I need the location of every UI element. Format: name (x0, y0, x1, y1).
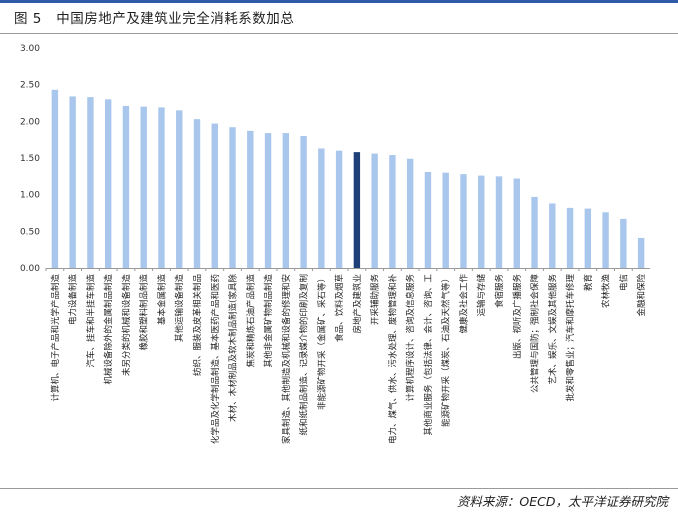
bottom-divider (0, 488, 678, 489)
x-category-label: 能源矿物开采（煤炭、石油及天然气等） (441, 274, 452, 427)
bar-series (45, 89, 645, 271)
x-category-label: 未另分类的机械和设备制造 (121, 274, 132, 377)
bar (584, 208, 592, 268)
bar (318, 148, 325, 268)
x-category-label: 电力设备制造 (68, 274, 79, 326)
bar (602, 212, 609, 268)
bar (495, 176, 503, 268)
bar (620, 218, 627, 268)
bar (531, 196, 538, 268)
y-tick-label: 1.00 (20, 191, 40, 201)
x-category-label: 运输与存储 (476, 274, 487, 317)
bar (211, 123, 218, 268)
x-category-label: 电力、煤气、供水、污水处理、废物管理和补 (387, 274, 398, 445)
bar-chart: 0.00 0.50 1.00 1.50 2.00 2.50 3.00 计算机、电子产品和光学… (20, 44, 650, 445)
bar (87, 97, 94, 268)
bar (300, 136, 307, 268)
bar (122, 105, 130, 269)
bar (637, 237, 645, 268)
figure-label: 图 5 (14, 11, 42, 27)
bar (460, 174, 467, 268)
bar (104, 99, 112, 268)
top-rule (0, 0, 678, 3)
title-divider (0, 33, 678, 34)
x-category-label: 木材、木材制品及软木制品制造(家具除 (228, 274, 239, 422)
x-category-label: 机械设备除外的金属制品制造 (103, 274, 114, 385)
bar (549, 203, 556, 268)
bar (264, 133, 272, 268)
x-category-label: 房地产及建筑业 (352, 274, 363, 334)
x-category-label: 出版、视听及广播服务 (512, 274, 523, 360)
bar (566, 207, 574, 268)
x-axis-labels: 计算机、电子产品和光学产品制造 电力设备制造 汽车、挂车和半挂车制造 机械设备除外的金… (50, 274, 647, 445)
x-category-label: 开采辅助服务 (370, 274, 381, 326)
x-category-label: 健康及社会工作 (458, 274, 469, 334)
x-category-label: 化学品及化学制品制造、基本医药产品和医药 (210, 274, 221, 444)
bar (69, 96, 76, 269)
source-note: 资料来源：OECD，太平洋证券研究院 (456, 494, 668, 509)
x-category-label: 其他非金属矿物制品制造 (263, 274, 274, 368)
x-category-label: 计算机、电子产品和光学产品制造 (50, 274, 61, 402)
y-tick-label: 2.50 (20, 81, 40, 91)
x-category-label: 焦炭和精炼石油产品制造 (245, 274, 256, 368)
figure-title: 图 5 中国房地产及建筑业完全消耗系数加总 (14, 7, 294, 27)
y-tick-label: 0.00 (20, 264, 40, 274)
x-category-label: 食宿服务 (494, 274, 505, 309)
bar (406, 158, 414, 268)
y-tick-label: 2.00 (20, 117, 40, 127)
bar (424, 171, 432, 268)
x-category-label: 汽车、挂车和半挂车制造 (85, 274, 96, 368)
x-category-label: 家具制造、其他制造及机械和设备的修理和安 (281, 274, 292, 444)
bar (335, 150, 343, 268)
x-category-label: 纸和纸制品制造、记录媒介物的印刷及复制 (299, 274, 310, 436)
bar (282, 133, 290, 268)
figure-title-text: 中国房地产及建筑业完全消耗系数加总 (56, 11, 295, 27)
y-tick-label: 3.00 (20, 44, 40, 54)
x-category-label: 金融和保险 (636, 274, 647, 317)
bar (389, 155, 396, 268)
bar (51, 89, 59, 268)
x-category-label: 其他运输设备制造 (174, 274, 185, 343)
x-category-label: 批发和零售业；汽车和摩托车修理 (565, 274, 576, 402)
x-category-label: 公共管理与国防；强制社会保障 (530, 274, 541, 394)
x-category-label: 教育 (583, 274, 594, 291)
y-tick-label: 0.50 (20, 227, 40, 237)
x-category-label: 电信 (618, 274, 629, 292)
x-category-label: 纺织、服装及皮革相关制品 (192, 274, 203, 376)
x-category-label: 非能源矿物开采（金属矿、采石等） (316, 274, 327, 410)
bar (229, 127, 236, 268)
bar (442, 172, 449, 268)
x-category-label: 计算机程序设计、咨询及信息服务 (405, 274, 416, 402)
bar (247, 130, 254, 268)
x-category-label: 基本金属制造 (156, 274, 167, 326)
x-category-label: 农林牧渔 (601, 274, 612, 309)
x-category-label: 其他商业服务（包括法律、会计、咨询、工 (423, 274, 434, 436)
bar (176, 110, 183, 268)
x-category-label: 艺术、娱乐、文娱及其他服务 (547, 274, 558, 385)
bar (478, 175, 485, 268)
y-tick-label: 1.50 (20, 154, 40, 164)
bar (158, 107, 165, 269)
bar-highlight (353, 152, 361, 268)
bar (193, 119, 201, 268)
x-category-label: 食品、饮料及烟草 (334, 274, 345, 343)
bar (371, 153, 378, 268)
x-category-label: 橡胶和塑料制品制造 (139, 274, 150, 351)
bar (140, 106, 147, 268)
bar (513, 178, 520, 268)
